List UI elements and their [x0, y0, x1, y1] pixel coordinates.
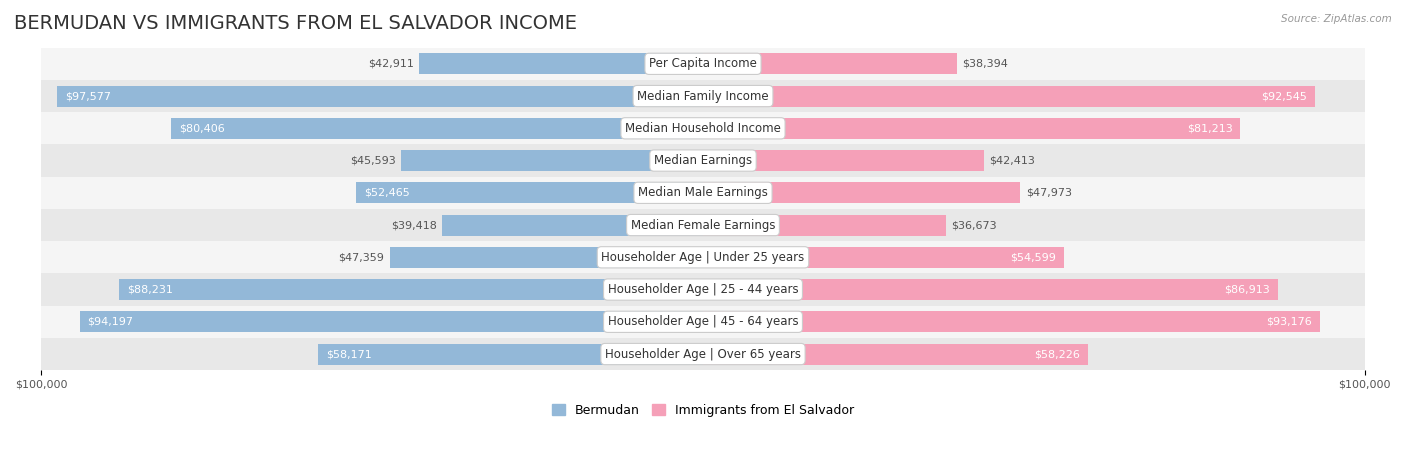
- Text: $36,673: $36,673: [950, 220, 997, 230]
- Text: Householder Age | 25 - 44 years: Householder Age | 25 - 44 years: [607, 283, 799, 296]
- Text: Median Earnings: Median Earnings: [654, 154, 752, 167]
- Bar: [41, 80, 1365, 112]
- Text: Householder Age | 45 - 64 years: Householder Age | 45 - 64 years: [607, 315, 799, 328]
- Bar: [401, 150, 703, 171]
- Text: $92,545: $92,545: [1261, 91, 1308, 101]
- Legend: Bermudan, Immigrants from El Salvador: Bermudan, Immigrants from El Salvador: [547, 399, 859, 422]
- Bar: [41, 306, 1365, 338]
- Text: $58,226: $58,226: [1035, 349, 1080, 359]
- Bar: [703, 182, 1021, 203]
- Bar: [703, 344, 1088, 365]
- Bar: [703, 118, 1240, 139]
- Bar: [703, 279, 1278, 300]
- Text: $86,913: $86,913: [1225, 284, 1270, 295]
- Bar: [703, 247, 1064, 268]
- Text: $54,599: $54,599: [1011, 252, 1056, 262]
- Text: $42,413: $42,413: [988, 156, 1035, 166]
- Text: $42,911: $42,911: [368, 59, 413, 69]
- Text: Householder Age | Under 25 years: Householder Age | Under 25 years: [602, 251, 804, 264]
- Text: BERMUDAN VS IMMIGRANTS FROM EL SALVADOR INCOME: BERMUDAN VS IMMIGRANTS FROM EL SALVADOR …: [14, 14, 576, 33]
- Bar: [120, 279, 703, 300]
- Bar: [41, 241, 1365, 274]
- Bar: [703, 150, 984, 171]
- Bar: [41, 274, 1365, 306]
- Bar: [41, 177, 1365, 209]
- Text: $47,973: $47,973: [1026, 188, 1071, 198]
- Text: $97,577: $97,577: [65, 91, 111, 101]
- Bar: [318, 344, 703, 365]
- Text: Median Male Earnings: Median Male Earnings: [638, 186, 768, 199]
- Bar: [703, 214, 946, 235]
- Text: $47,359: $47,359: [339, 252, 384, 262]
- Bar: [703, 311, 1320, 333]
- Text: Householder Age | Over 65 years: Householder Age | Over 65 years: [605, 347, 801, 361]
- Bar: [41, 338, 1365, 370]
- Text: Median Family Income: Median Family Income: [637, 90, 769, 103]
- Bar: [419, 53, 703, 74]
- Text: Per Capita Income: Per Capita Income: [650, 57, 756, 71]
- Bar: [41, 144, 1365, 177]
- Bar: [389, 247, 703, 268]
- Bar: [172, 118, 703, 139]
- Text: $93,176: $93,176: [1265, 317, 1312, 327]
- Text: $39,418: $39,418: [391, 220, 437, 230]
- Text: Source: ZipAtlas.com: Source: ZipAtlas.com: [1281, 14, 1392, 24]
- Text: $38,394: $38,394: [962, 59, 1008, 69]
- Text: $45,593: $45,593: [350, 156, 396, 166]
- Bar: [80, 311, 703, 333]
- Text: $80,406: $80,406: [179, 123, 225, 133]
- Bar: [41, 209, 1365, 241]
- Text: $88,231: $88,231: [127, 284, 173, 295]
- Text: $81,213: $81,213: [1187, 123, 1233, 133]
- Bar: [41, 112, 1365, 144]
- Bar: [356, 182, 703, 203]
- Text: $94,197: $94,197: [87, 317, 134, 327]
- Text: Median Female Earnings: Median Female Earnings: [631, 219, 775, 232]
- Bar: [441, 214, 703, 235]
- Bar: [703, 53, 957, 74]
- Bar: [703, 85, 1316, 106]
- Text: Median Household Income: Median Household Income: [626, 122, 780, 135]
- Text: $52,465: $52,465: [364, 188, 409, 198]
- Text: $58,171: $58,171: [326, 349, 371, 359]
- Bar: [41, 48, 1365, 80]
- Bar: [58, 85, 703, 106]
